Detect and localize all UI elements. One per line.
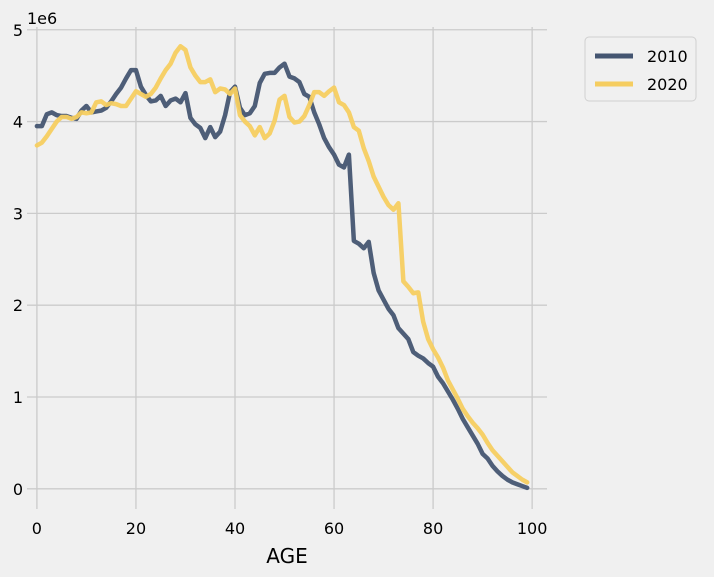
y-tick-label: 0 [13,480,23,499]
x-tick-label: 60 [324,519,344,538]
y-tick-labels: 0 1 2 3 4 5 [13,21,23,499]
legend-label-2020: 2020 [647,75,688,94]
series-lines [34,44,530,491]
legend-label-2010: 2010 [647,47,688,66]
y-tick-label: 5 [13,21,23,40]
x-tick-label: 40 [225,519,245,538]
x-tick-label: 80 [423,519,443,538]
legend: 2010 2020 [584,36,697,102]
y-tick-label: 4 [13,113,23,132]
x-tick-labels: 0 20 40 60 80 100 [32,519,548,538]
grid-lines [27,27,547,509]
y-tick-label: 2 [13,296,23,315]
x-tick-label: 0 [32,519,42,538]
series-line-2010 [34,61,530,491]
y-scale-label: 1e6 [27,9,57,28]
y-tick-label: 3 [13,204,23,223]
x-tick-label: 100 [517,519,548,538]
y-tick-label: 1 [13,388,23,407]
x-tick-label: 20 [126,519,146,538]
x-axis-label: AGE [266,544,307,568]
series-line-2020 [34,44,530,485]
